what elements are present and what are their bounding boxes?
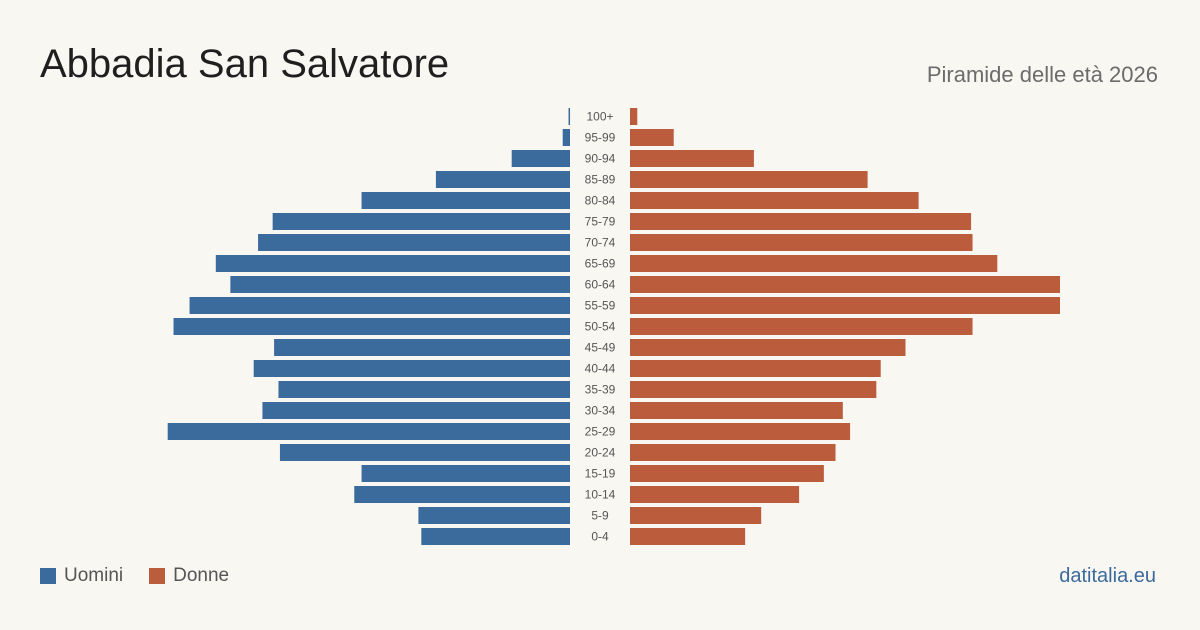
bar-men-35-39 [278, 381, 570, 398]
bar-women-95-99 [630, 129, 674, 146]
bar-men-85-89 [435, 171, 570, 188]
age-group-label: 90-94 [585, 152, 616, 166]
legend: Uomini Donne [40, 565, 255, 587]
bar-men-95-99 [562, 129, 570, 146]
bar-women-10-14 [630, 486, 800, 503]
age-group-label: 25-29 [585, 425, 616, 439]
age-group-label: 5-9 [591, 509, 609, 523]
bar-men-100+ [568, 108, 571, 125]
bar-men-90-94 [511, 150, 570, 167]
brand-link[interactable]: datitalia.eu [1059, 565, 1156, 587]
bar-women-75-79 [630, 213, 972, 230]
bar-women-45-49 [630, 339, 906, 356]
age-group-label: 60-64 [585, 278, 616, 292]
bar-men-10-14 [354, 486, 570, 503]
age-group-label: 0-4 [591, 530, 609, 544]
bar-men-55-59 [189, 297, 570, 314]
age-group-label: 55-59 [585, 299, 616, 313]
bar-men-75-79 [272, 213, 570, 230]
bar-men-15-19 [361, 465, 570, 482]
chart-title: Abbadia San Salvatore [40, 42, 450, 86]
bar-women-65-69 [630, 255, 998, 272]
chart-subtitle: Piramide delle età 2026 [926, 62, 1158, 87]
legend-swatch-women [149, 568, 166, 584]
legend-label-men: Uomini [64, 565, 124, 586]
legend-item-men: Uomini [40, 565, 123, 587]
bar-women-0-4 [630, 528, 746, 545]
bar-men-20-24 [279, 444, 570, 461]
bar-men-80-84 [361, 192, 570, 209]
bar-women-15-19 [630, 465, 824, 482]
bar-men-25-29 [167, 423, 570, 440]
bar-women-60-64 [630, 276, 1060, 293]
age-group-label: 30-34 [585, 404, 616, 418]
age-group-label: 70-74 [585, 236, 616, 250]
bar-men-30-34 [262, 402, 570, 419]
age-group-label: 45-49 [585, 341, 616, 355]
bar-men-50-54 [173, 318, 570, 335]
age-group-label: 95-99 [585, 131, 616, 145]
age-group-label: 15-19 [585, 467, 616, 481]
bar-women-40-44 [630, 360, 881, 377]
bar-men-40-44 [253, 360, 570, 377]
bar-men-45-49 [274, 339, 570, 356]
age-group-label: 75-79 [585, 215, 616, 229]
bar-men-70-74 [258, 234, 570, 251]
bar-women-20-24 [630, 444, 836, 461]
bar-women-25-29 [630, 423, 851, 440]
bar-women-70-74 [630, 234, 973, 251]
age-group-label: 50-54 [585, 320, 616, 334]
bar-women-35-39 [630, 381, 877, 398]
bar-women-100+ [630, 108, 638, 125]
age-group-label: 80-84 [585, 194, 616, 208]
age-group-label: 35-39 [585, 383, 616, 397]
legend-label-women: Donne [173, 565, 230, 586]
bar-men-60-64 [230, 276, 571, 293]
bar-men-5-9 [418, 507, 570, 524]
bar-women-30-34 [630, 402, 843, 419]
bar-women-90-94 [630, 150, 754, 167]
bar-women-85-89 [630, 171, 868, 188]
bar-women-80-84 [630, 192, 919, 209]
legend-swatch-men [40, 568, 56, 584]
age-group-label: 40-44 [585, 362, 616, 376]
age-group-label: 10-14 [585, 488, 616, 502]
bar-men-65-69 [215, 255, 570, 272]
age-group-label: 65-69 [585, 257, 616, 271]
age-group-label: 100+ [586, 110, 613, 124]
bar-women-55-59 [630, 297, 1060, 314]
age-group-label: 20-24 [585, 446, 616, 460]
legend-item-women: Donne [149, 565, 229, 587]
bar-women-50-54 [630, 318, 973, 335]
bar-women-5-9 [630, 507, 762, 524]
age-group-label: 85-89 [585, 173, 616, 187]
bar-men-0-4 [421, 528, 570, 545]
